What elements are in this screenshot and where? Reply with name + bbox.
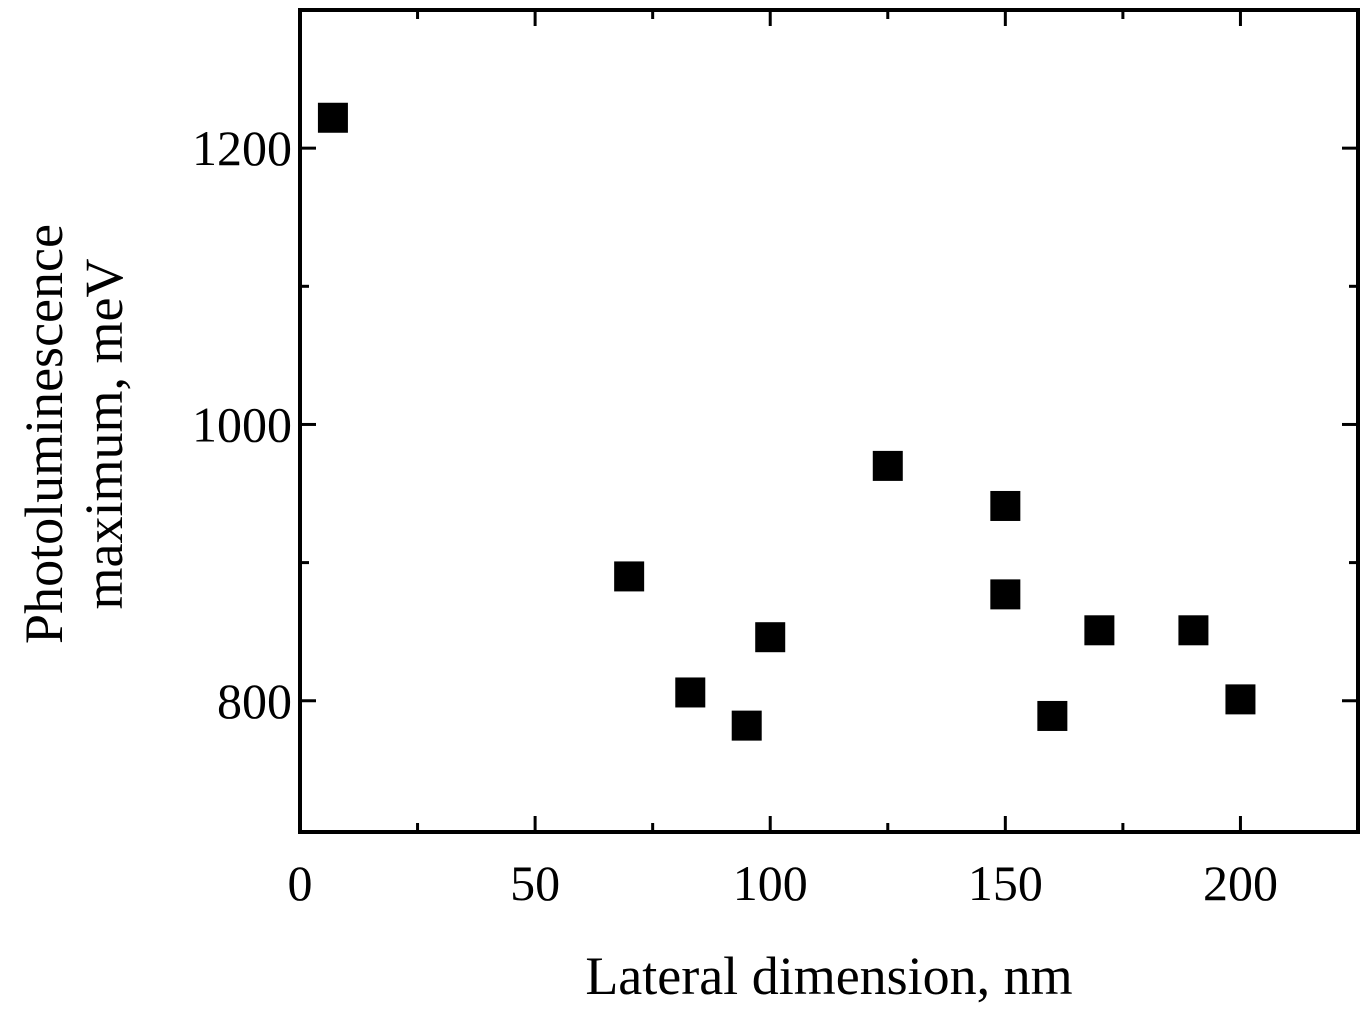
y-tick-label: 1000: [192, 396, 292, 452]
data-point: [317, 102, 348, 133]
data-point: [755, 622, 786, 653]
x-tick-label: 50: [510, 855, 560, 911]
x-tick-label: 0: [288, 855, 313, 911]
y-tick-label: 1200: [192, 120, 292, 176]
data-point: [990, 579, 1021, 610]
data-point: [1084, 615, 1115, 646]
x-tick-label: 150: [968, 855, 1043, 911]
data-point: [872, 450, 903, 481]
x-tick-label: 100: [733, 855, 808, 911]
y-axis-title: Photoluminescence maximum, meV: [14, 224, 134, 644]
axis-tick-labels: 0 50 100 150 200 800 1000 1200: [192, 120, 1278, 911]
data-point: [731, 710, 762, 741]
data-point: [614, 561, 645, 592]
y-tick-label: 800: [217, 673, 292, 729]
data-point: [675, 677, 706, 708]
data-point: [1178, 615, 1209, 646]
x-tick-label: 200: [1203, 855, 1278, 911]
y-axis-title-line-2: maximum, meV: [74, 259, 134, 610]
data-points: [317, 102, 1256, 741]
x-axis-title: Lateral dimension, nm: [585, 946, 1072, 1006]
data-point: [1037, 700, 1068, 731]
plot-frame: [298, 8, 1360, 834]
axis-ticks: [298, 10, 1358, 832]
data-point: [990, 490, 1021, 521]
y-axis-title-line-1: Photoluminescence: [14, 224, 74, 644]
data-point: [1225, 684, 1256, 715]
